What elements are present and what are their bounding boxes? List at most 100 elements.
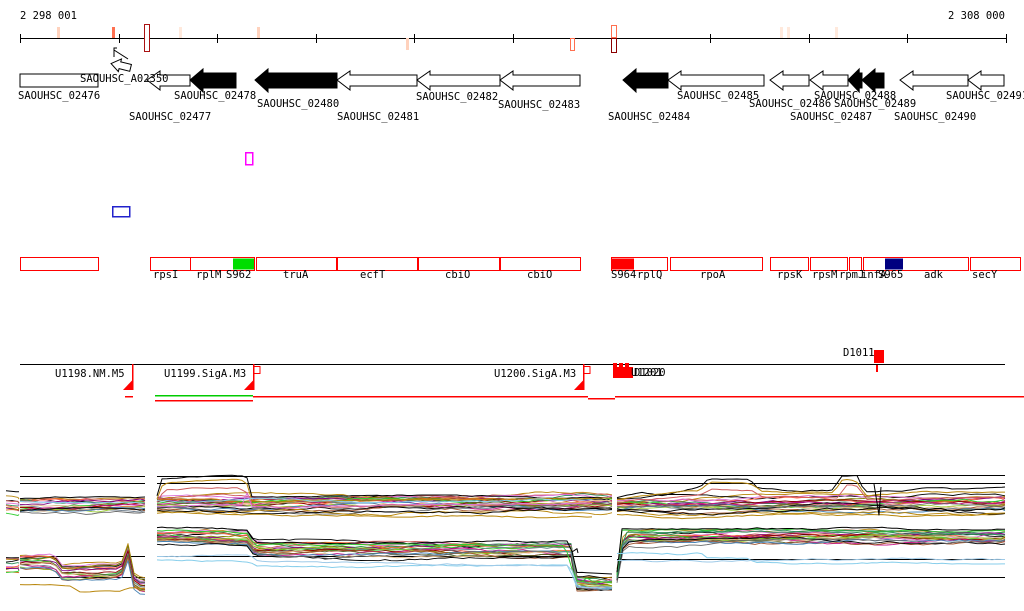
segment-label-rpoA: rpoA [700,269,726,281]
gene-arrow-SAOUHSC_02484[interactable] [622,67,669,94]
expression-line [5,567,20,571]
expression-line [19,496,146,500]
gene-label-SAOUHSC_02489: SAOUHSC_02489 [834,98,917,110]
segment-box[interactable] [849,257,862,271]
tu-flag-square [583,366,591,374]
gene-label-SAOUHSC_02480: SAOUHSC_02480 [257,98,340,110]
gene-arrow-SAOUHSC_02487[interactable] [809,70,849,92]
ruler-mark [179,27,182,38]
expression-line [156,535,613,591]
gene-arrow-SAOUHSC_A02350[interactable] [110,57,133,74]
tu-d1011-tick [876,365,878,372]
gene-arrow-SAOUHSC_02491[interactable] [967,70,1005,92]
segment-box[interactable] [418,257,500,271]
expression-line [5,512,20,516]
expression-line [5,569,20,574]
expression-line [157,554,613,589]
tu-flag-triangle[interactable] [244,380,253,391]
gene-arrow-SAOUHSC_02478[interactable] [189,67,237,94]
tu-label-D1011: D1011 [843,347,875,359]
gene-arrow-SAOUHSC_02476[interactable] [19,73,99,88]
segment-label-rpsK: rpsK [777,269,803,281]
expression-line [5,495,20,500]
coverage-line [253,396,588,398]
expression-line [156,543,613,591]
segment-label-cbiO: cbiO [445,269,471,281]
expression-line [616,510,1006,517]
gene-arrow-SAOUHSC_02480[interactable] [254,67,338,94]
gene-label-SAOUHSC_02490: SAOUHSC_02490 [894,111,977,123]
gene-arrow-SAOUHSC_02489[interactable] [861,67,885,94]
gene-label-SAOUHSC_02486: SAOUHSC_02486 [749,98,832,110]
expression-line [5,500,20,503]
expression-line [616,557,1005,563]
expression-line [156,539,613,589]
ruler-mark [57,27,60,38]
coverage-line [125,396,133,398]
tu-cluster-tab [619,363,623,367]
ruler-mark-outline [611,25,617,38]
tu-flag-pole [583,364,585,390]
expression-line [5,502,20,507]
segment-fill [885,258,903,270]
expression-line [571,548,579,554]
segment-label-cbiO: cbiO [527,269,553,281]
expression-line [19,498,146,503]
blue-feature-box[interactable] [111,205,131,218]
coverage-line [155,400,253,402]
expression-line [19,507,146,513]
segment-box[interactable] [970,257,1021,271]
expression-line [156,474,613,499]
expression-line [156,531,613,583]
expression-line [617,552,1005,565]
segment-label-rplQ: rplQ [637,269,663,281]
segment-box[interactable] [670,257,763,271]
segment-label-S962: S962 [226,269,252,281]
ruler-mark [780,27,783,38]
segment-label-ecfT: ecfT [360,269,386,281]
expression-line [5,509,20,511]
expression-line [616,493,1006,500]
gene-arrow-SAOUHSC_02481[interactable] [336,70,418,92]
gene-arrow-SAOUHSC_02485[interactable] [667,70,765,92]
segment-box[interactable] [337,257,418,271]
expression-line [5,507,20,511]
expression-line [156,507,613,515]
segment-box[interactable] [810,257,848,271]
expression-line [616,534,1006,579]
segment-box[interactable] [770,257,809,271]
segment-box[interactable] [20,257,99,271]
expression-line [19,584,146,593]
coverage-line [588,398,615,400]
gene-arrow-SAOUHSC_02482[interactable] [416,70,501,92]
tu-flag-triangle[interactable] [574,380,583,391]
gene-arrow-SAOUHSC_02488[interactable] [847,67,863,94]
tu-d1011-box[interactable] [874,350,884,363]
gene-arrow-SAOUHSC_02483[interactable] [499,70,581,92]
gene-label-SAOUHSC_02488: SAOUHSC_02488 [814,90,897,102]
expression-line [5,490,19,493]
expression-line [616,484,1005,504]
expression-line [616,479,1005,500]
segment-box[interactable] [500,257,581,271]
expression-line [616,528,1005,576]
magenta-feature-box[interactable] [244,151,254,166]
tu-flag-pole [132,364,134,390]
tu-cluster-tab [613,363,617,367]
tu-cluster-block[interactable] [613,367,633,378]
expression-line [157,505,613,511]
gene-arrow-SAOUHSC_02490[interactable] [899,70,969,92]
expression-line [5,505,20,509]
tu-flag-triangle[interactable] [123,380,132,391]
expression-line [616,534,1006,577]
gene-label-SAOUHSC_02483: SAOUHSC_02483 [498,99,581,111]
tu-label-U1199.SigA.M3: U1199.SigA.M3 [164,368,247,380]
segment-label-infA: infA [861,269,887,281]
gene-arrow-SAOUHSC_02486[interactable] [769,70,810,92]
segment-box[interactable] [256,257,337,271]
segment-label-secY: secY [972,269,998,281]
expression-line [19,498,146,506]
segment-label-rpmJ: rpmJ [839,269,865,281]
ruler-end-coordinate: 2 308 000 [948,10,1005,22]
